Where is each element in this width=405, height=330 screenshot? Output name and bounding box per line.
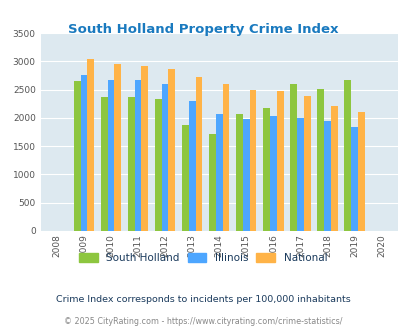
Bar [128, 97, 134, 231]
Bar [323, 121, 330, 231]
Bar [222, 84, 229, 231]
Bar [249, 89, 256, 231]
Bar [195, 77, 202, 231]
Bar [134, 80, 141, 231]
Bar [262, 108, 269, 231]
Bar [87, 59, 94, 231]
Bar [269, 115, 276, 231]
Text: Crime Index corresponds to incidents per 100,000 inhabitants: Crime Index corresponds to incidents per… [55, 295, 350, 304]
Bar [100, 97, 107, 231]
Bar [155, 99, 161, 231]
Bar [209, 134, 215, 231]
Bar [188, 101, 195, 231]
Bar [276, 91, 283, 231]
Text: © 2025 CityRating.com - https://www.cityrating.com/crime-statistics/: © 2025 CityRating.com - https://www.city… [64, 317, 341, 326]
Bar [161, 84, 168, 231]
Bar [330, 106, 337, 231]
Legend: South Holland, Illinois, National: South Holland, Illinois, National [75, 249, 330, 267]
Text: South Holland Property Crime Index: South Holland Property Crime Index [68, 23, 337, 36]
Bar [141, 66, 148, 231]
Bar [350, 127, 357, 231]
Bar [236, 114, 242, 231]
Bar [343, 80, 350, 231]
Bar [296, 118, 303, 231]
Bar [290, 84, 296, 231]
Bar [181, 125, 188, 231]
Bar [303, 96, 310, 231]
Bar [357, 112, 364, 231]
Bar [215, 114, 222, 231]
Bar [107, 80, 114, 231]
Bar [80, 76, 87, 231]
Bar [114, 64, 121, 231]
Bar [168, 69, 175, 231]
Bar [317, 89, 323, 231]
Bar [74, 81, 80, 231]
Bar [242, 119, 249, 231]
